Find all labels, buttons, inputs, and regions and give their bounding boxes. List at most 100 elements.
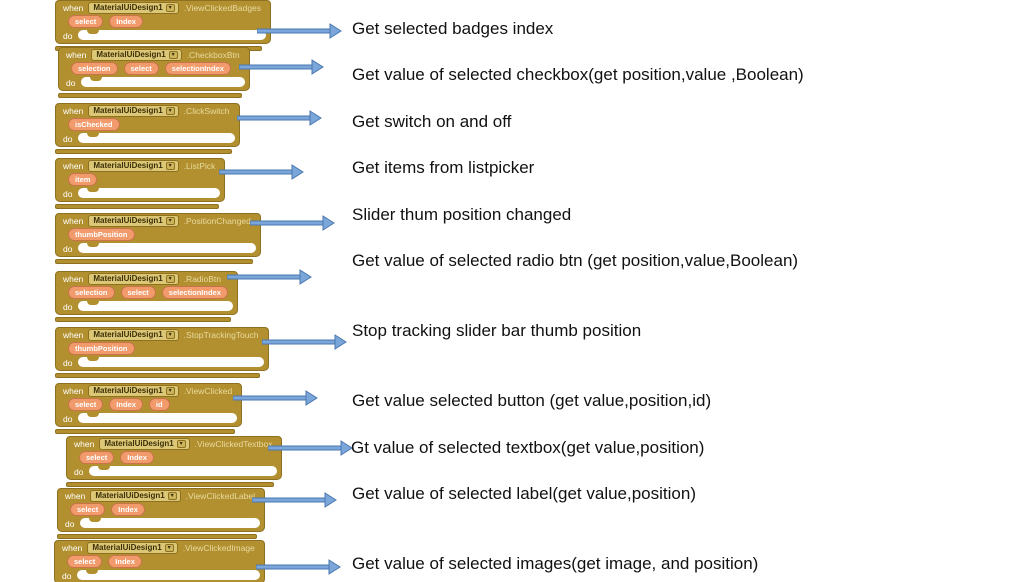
event-name-label: .RadioBtn: [183, 273, 222, 284]
block-body: when MaterialUiDesign1 ▾ .ListPick item d…: [55, 158, 226, 202]
block-description: Get value of selected radio btn (get pos…: [352, 251, 799, 270]
param-chip[interactable]: select: [79, 450, 115, 465]
event-block-viewclickedtextbox[interactable]: when MaterialUiDesign1 ▾ .ViewClickedText…: [66, 436, 283, 487]
dropdown-arrow-icon[interactable]: ▾: [165, 387, 175, 395]
event-block-stoptrackingtouch[interactable]: when MaterialUiDesign1 ▾ .StopTrackingTou…: [55, 327, 269, 378]
block-body: when MaterialUiDesign1 ▾ .ClickSwitch isC…: [55, 103, 240, 147]
component-name: MaterialUiDesign1: [93, 3, 163, 12]
slot-notch: [87, 243, 100, 247]
param-chip[interactable]: selectionIndex: [161, 285, 228, 300]
dropdown-arrow-icon[interactable]: ▾: [168, 51, 178, 59]
block-body: when MaterialUiDesign1 ▾ .ViewClicked sel…: [55, 383, 243, 427]
dropdown-arrow-icon[interactable]: ▾: [165, 4, 175, 12]
slot-notch: [87, 133, 100, 137]
param-chip[interactable]: Index: [109, 397, 143, 412]
component-dropdown[interactable]: MaterialUiDesign1 ▾: [88, 160, 179, 172]
param-chip[interactable]: selectionIndex: [164, 61, 231, 76]
dropdown-arrow-icon[interactable]: ▾: [165, 331, 175, 339]
param-chip[interactable]: select: [68, 14, 104, 29]
component-name: MaterialUiDesign1: [93, 274, 163, 283]
param-chip[interactable]: thumbPosition: [68, 227, 135, 242]
param-chip[interactable]: select: [70, 502, 106, 517]
event-block-checkboxbtn[interactable]: when MaterialUiDesign1 ▾ .CheckboxBtn sel…: [58, 47, 250, 98]
block-description: Gt value of selected textbox(get value,p…: [351, 438, 705, 457]
do-slot[interactable]: [78, 188, 221, 198]
block-bottom-bar: [66, 482, 274, 487]
event-block-positionchanged[interactable]: when MaterialUiDesign1 ▾ .PositionChanged…: [55, 213, 261, 264]
event-block-radiobtn[interactable]: when MaterialUiDesign1 ▾ .RadioBtn select…: [55, 271, 238, 322]
param-chip[interactable]: Index: [109, 14, 143, 29]
do-slot[interactable]: [78, 133, 235, 143]
slot-notch: [87, 188, 100, 192]
block-bottom-bar: [55, 204, 219, 209]
param-chip[interactable]: selection: [68, 285, 115, 300]
do-slot[interactable]: [80, 518, 260, 528]
when-keyword: when: [63, 2, 84, 13]
param-chip[interactable]: id: [148, 397, 170, 412]
param-chip[interactable]: Index: [108, 554, 142, 569]
block-description: Get value of selected checkbox(get posit…: [352, 65, 804, 84]
do-slot[interactable]: [78, 30, 267, 40]
event-block-viewclickedlabel[interactable]: when MaterialUiDesign1 ▾ .ViewClickedLabe…: [57, 488, 265, 539]
do-slot[interactable]: [78, 301, 233, 311]
dropdown-arrow-icon[interactable]: ▾: [164, 544, 174, 552]
when-keyword: when: [66, 49, 87, 60]
component-dropdown[interactable]: MaterialUiDesign1 ▾: [87, 542, 178, 554]
do-slot[interactable]: [78, 413, 238, 423]
component-dropdown[interactable]: MaterialUiDesign1 ▾: [88, 385, 179, 397]
param-chip[interactable]: select: [68, 397, 104, 412]
event-block-viewclickedimage[interactable]: when MaterialUiDesign1 ▾ .ViewClickedImag…: [54, 540, 265, 582]
dropdown-arrow-icon[interactable]: ▾: [167, 492, 177, 500]
dropdown-arrow-icon[interactable]: ▾: [165, 217, 175, 225]
param-chip[interactable]: select: [120, 285, 156, 300]
do-slot[interactable]: [78, 357, 264, 367]
component-dropdown[interactable]: MaterialUiDesign1 ▾: [88, 329, 179, 341]
do-keyword: do: [63, 31, 73, 41]
do-keyword: do: [63, 302, 73, 312]
event-name-label: .ViewClickedBadges: [183, 2, 262, 13]
param-chip[interactable]: Index: [120, 450, 154, 465]
dropdown-arrow-icon[interactable]: ▾: [165, 107, 175, 115]
connector-arrow: [256, 559, 341, 575]
event-block-clickswitch[interactable]: when MaterialUiDesign1 ▾ .ClickSwitch isC…: [55, 103, 240, 154]
dropdown-arrow-icon[interactable]: ▾: [165, 275, 175, 283]
param-chip[interactable]: item: [68, 172, 98, 187]
component-dropdown[interactable]: MaterialUiDesign1 ▾: [88, 105, 179, 117]
block-body: when MaterialUiDesign1 ▾ .ViewClickedBadg…: [55, 0, 272, 44]
param-chip[interactable]: selection: [71, 61, 118, 76]
event-name-label: .PositionChanged: [183, 215, 251, 226]
when-keyword: when: [63, 385, 84, 396]
do-keyword: do: [66, 78, 76, 88]
event-block-viewclickedbadges[interactable]: when MaterialUiDesign1 ▾ .ViewClickedBadg…: [55, 0, 272, 51]
event-block-listpick[interactable]: when MaterialUiDesign1 ▾ .ListPick item d…: [55, 158, 226, 209]
block-description: Get value selected button (get value,pos…: [352, 391, 712, 410]
param-chip[interactable]: Index: [111, 502, 145, 517]
connector-arrow: [237, 110, 322, 126]
dropdown-arrow-icon[interactable]: ▾: [165, 162, 175, 170]
do-keyword: do: [63, 358, 73, 368]
block-body: when MaterialUiDesign1 ▾ .ViewClickedLabe…: [57, 488, 265, 532]
component-dropdown[interactable]: MaterialUiDesign1 ▾: [88, 273, 179, 285]
component-dropdown[interactable]: MaterialUiDesign1 ▾: [99, 438, 190, 450]
do-slot[interactable]: [78, 243, 256, 253]
component-dropdown[interactable]: MaterialUiDesign1 ▾: [88, 215, 179, 227]
param-chip[interactable]: select: [67, 554, 103, 569]
component-dropdown[interactable]: MaterialUiDesign1 ▾: [88, 2, 179, 14]
do-keyword: do: [74, 467, 84, 477]
component-name: MaterialUiDesign1: [104, 439, 174, 448]
block-bottom-bar: [55, 259, 253, 264]
param-chip[interactable]: isChecked: [68, 117, 120, 132]
component-name: MaterialUiDesign1: [96, 50, 166, 59]
dropdown-arrow-icon[interactable]: ▾: [176, 440, 186, 448]
slot-notch: [90, 77, 103, 81]
component-dropdown[interactable]: MaterialUiDesign1 ▾: [90, 490, 181, 502]
event-block-viewclicked[interactable]: when MaterialUiDesign1 ▾ .ViewClicked sel…: [55, 383, 243, 434]
do-keyword: do: [63, 414, 73, 424]
do-slot[interactable]: [81, 77, 245, 87]
param-chip[interactable]: thumbPosition: [68, 341, 135, 356]
do-slot[interactable]: [89, 466, 278, 476]
block-description: Get value of selected label(get value,po…: [352, 484, 696, 503]
param-chip[interactable]: select: [123, 61, 159, 76]
do-slot[interactable]: [77, 570, 260, 580]
component-dropdown[interactable]: MaterialUiDesign1 ▾: [91, 49, 182, 61]
